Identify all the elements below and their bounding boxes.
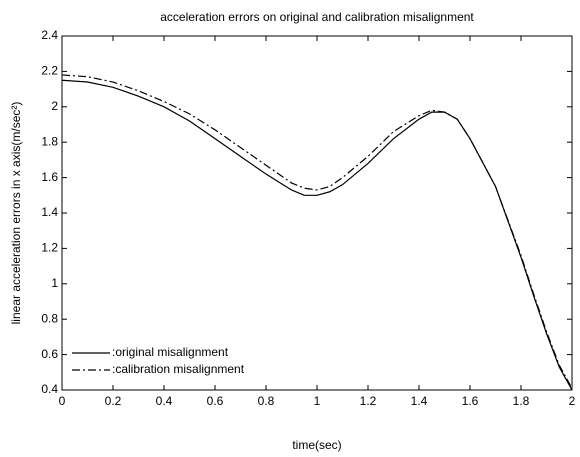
legend-label: :original misalignment	[112, 345, 229, 359]
x-tick-label: 0.6	[207, 394, 224, 408]
y-tick-label: 1.4	[41, 205, 58, 219]
plot-area	[61, 35, 573, 391]
y-tick-label: 2.4	[41, 28, 58, 42]
series-line	[61, 74, 573, 389]
x-tick-label: 2	[569, 394, 576, 408]
y-axis-label: linear acceleration errors in x axis(m/s…	[9, 102, 23, 325]
y-tick-label: 1.2	[41, 241, 58, 255]
y-tick-label: 1	[51, 276, 58, 290]
x-tick-label: 0.2	[105, 394, 122, 408]
y-tick-label: 1.6	[41, 170, 58, 184]
chart-title: acceleration errors on original and cali…	[160, 10, 474, 24]
x-tick-label: 0.8	[258, 394, 275, 408]
y-tick-label: 0.4	[41, 382, 58, 396]
y-tick-label: 2	[51, 99, 58, 113]
x-tick-label: 1.4	[411, 394, 428, 408]
x-axis-label: time(sec)	[292, 438, 341, 452]
y-tick-label: 0.6	[41, 347, 58, 361]
x-tick-label: 1	[314, 394, 321, 408]
legend-label: :calibration misalignment	[112, 362, 245, 376]
x-tick-label: 1.6	[462, 394, 479, 408]
y-tick-label: 2.2	[41, 64, 58, 78]
x-tick-label: 0	[59, 394, 66, 408]
x-tick-label: 1.2	[360, 394, 377, 408]
x-tick-label: 0.4	[156, 394, 173, 408]
y-tick-label: 1.8	[41, 134, 58, 148]
y-tick-label: 0.8	[41, 311, 58, 325]
series-line	[61, 79, 573, 391]
x-tick-label: 1.8	[513, 394, 530, 408]
